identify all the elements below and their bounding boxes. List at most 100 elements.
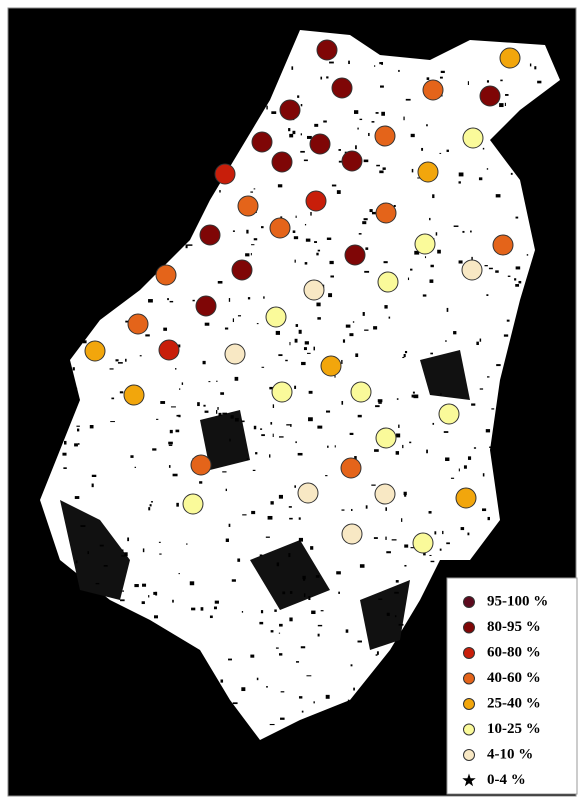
speck (445, 457, 449, 461)
speck (308, 417, 313, 421)
speck (80, 525, 85, 527)
speck (504, 504, 508, 508)
speck (308, 596, 310, 600)
speck (64, 274, 66, 278)
speck (513, 472, 517, 475)
speck (371, 485, 375, 486)
speck (63, 467, 66, 469)
speck (238, 315, 241, 316)
speck (372, 121, 375, 123)
speck (296, 324, 298, 327)
speck (342, 726, 344, 728)
speck (167, 298, 169, 300)
legend-marker (464, 699, 475, 710)
speck (251, 511, 255, 514)
speck (451, 478, 454, 479)
speck (280, 718, 285, 720)
speck (276, 331, 280, 335)
speck (204, 115, 208, 118)
speck (194, 92, 198, 94)
speck (184, 119, 186, 122)
speck (462, 231, 464, 233)
speck (75, 496, 80, 499)
sample-point (156, 265, 176, 285)
speck (337, 190, 341, 194)
speck (270, 501, 273, 504)
speck (235, 418, 239, 422)
speck (351, 509, 352, 511)
speck (426, 450, 428, 454)
speck (289, 726, 294, 727)
speck (125, 212, 128, 213)
speck (480, 388, 483, 389)
legend-marker (464, 750, 475, 761)
speck (279, 633, 280, 634)
speck (508, 276, 511, 277)
speck (453, 331, 456, 334)
speck (426, 124, 428, 126)
speck (366, 505, 368, 508)
speck (210, 616, 213, 619)
speck (310, 212, 311, 216)
speck (169, 465, 171, 468)
legend-label: 10-25 % (487, 721, 541, 737)
speck (233, 230, 235, 231)
speck (316, 253, 318, 256)
speck (148, 299, 153, 302)
speck (302, 576, 305, 579)
sample-point (272, 382, 292, 402)
sample-point (418, 162, 438, 182)
speck (150, 504, 152, 506)
speck (295, 260, 296, 263)
speck (91, 302, 93, 304)
speck (500, 80, 502, 82)
speck (69, 109, 70, 113)
speck (156, 419, 158, 420)
speck (175, 661, 178, 663)
sample-point (378, 272, 398, 292)
speck (110, 421, 115, 422)
speck (263, 296, 264, 298)
speck (521, 410, 522, 412)
speck (330, 275, 334, 277)
speck (118, 362, 123, 364)
speck (346, 325, 351, 328)
speck (486, 294, 488, 296)
speck (425, 256, 426, 258)
speck (266, 686, 268, 688)
speck (150, 642, 153, 645)
speck (305, 224, 306, 225)
speck (197, 144, 201, 147)
speck (140, 62, 144, 66)
speck (131, 657, 132, 660)
speck (412, 395, 414, 398)
speck (470, 231, 472, 233)
speck (383, 167, 386, 169)
speck (64, 646, 69, 648)
speck (279, 624, 283, 627)
speck (141, 85, 142, 86)
speck (471, 403, 475, 405)
speck (310, 546, 313, 550)
speck (187, 221, 191, 222)
speck (173, 228, 175, 230)
speck (527, 254, 528, 255)
speck (219, 190, 220, 192)
speck (186, 244, 188, 248)
speck (427, 77, 430, 80)
speck (413, 392, 415, 394)
speck (288, 128, 290, 131)
speck (176, 430, 180, 433)
legend-label: 40-60 % (487, 670, 541, 686)
speck (431, 561, 435, 562)
sample-point (310, 134, 330, 154)
sample-point (200, 225, 220, 245)
speck (305, 341, 309, 344)
speck (441, 71, 445, 73)
speck (304, 347, 307, 350)
speck (111, 720, 115, 722)
legend-marker (464, 724, 475, 735)
sample-point (439, 404, 459, 424)
speck (100, 260, 104, 263)
speck (522, 131, 525, 135)
